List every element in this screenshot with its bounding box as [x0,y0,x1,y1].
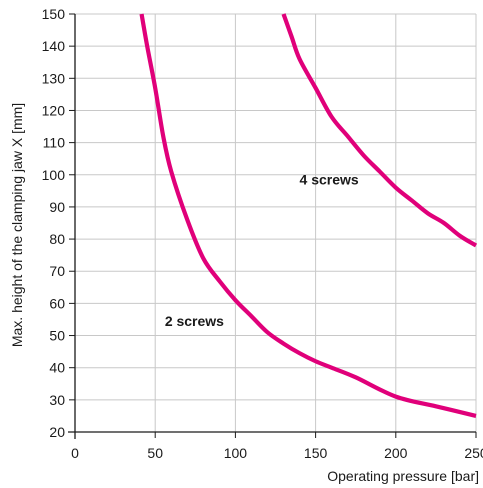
y-tick-label-110: 110 [43,135,66,151]
series-annotations: 2 screws 4 screws [165,171,359,328]
y-tick-label-90: 90 [49,199,65,215]
series-label-1: 2 screws [165,313,224,329]
axes [68,13,477,439]
x-tick-label-250: 250 [464,445,483,461]
x-tick-label-50: 50 [147,445,163,461]
y-tick-label-130: 130 [42,70,66,86]
y-tick-label-120: 120 [42,102,66,118]
x-tick-label-200: 200 [384,445,408,461]
y-tick-label-30: 30 [49,392,65,408]
series-label-2: 4 screws [300,171,359,187]
series-line-1 [139,13,477,418]
y-tick-label-70: 70 [49,263,65,279]
y-tick-label-60: 60 [49,295,65,311]
y-tick-label-140: 140 [42,38,66,54]
y-axis-title: Max. height of the clamping jaw X [mm] [9,103,25,347]
series-lines [139,13,478,418]
grid [75,13,477,432]
y-tick-label-40: 40 [49,360,65,376]
x-tick-label-100: 100 [224,445,248,461]
y-tick-label-50: 50 [49,328,65,344]
x-axis-title: Operating pressure [bar] [327,468,479,484]
tick-labels: 20 30 40 50 60 70 80 90 100 110 120 130 140 150 0 50 100… [42,6,483,461]
y-tick-label-100: 100 [42,167,66,183]
x-tick-label-150: 150 [304,445,328,461]
y-tick-label-150: 150 [42,6,66,22]
y-tick-label-80: 80 [49,231,65,247]
y-tick-label-20: 20 [49,424,65,440]
x-tick-label-0: 0 [71,445,79,461]
series-line-2 [281,13,478,248]
